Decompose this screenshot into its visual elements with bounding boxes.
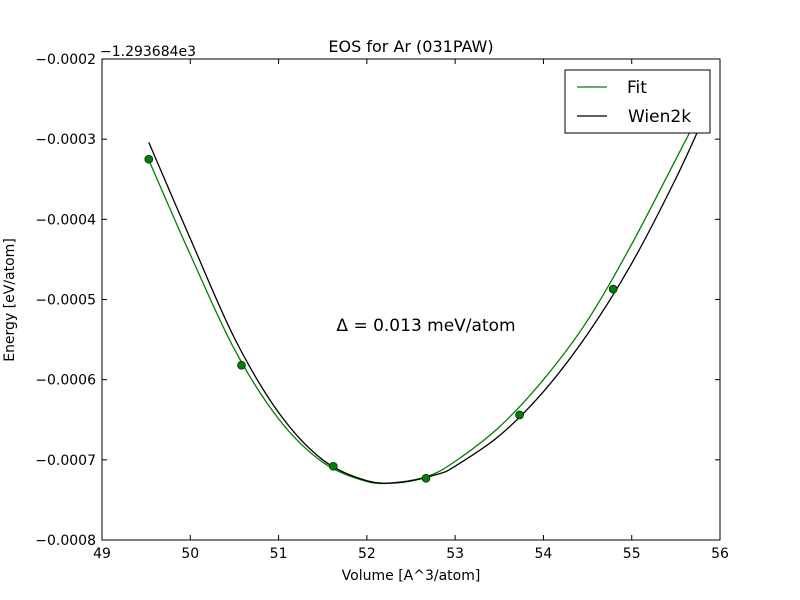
legend-label-fit: Fit: [627, 78, 647, 98]
y-axis-label: Energy [eV/atom]: [2, 238, 18, 362]
y-tick-label: −0.0003: [35, 132, 96, 148]
data-point: [144, 154, 154, 164]
data-point: [329, 461, 338, 471]
y-tick-label: −0.0004: [35, 212, 96, 228]
legend: Fit Wien2k: [564, 69, 711, 134]
chart-title: EOS for Ar (031PAW): [328, 37, 493, 56]
series-layer: [144, 110, 708, 485]
x-tick-label: 50: [181, 546, 199, 562]
x-tick-label: 49: [93, 546, 111, 562]
legend-box: [564, 69, 711, 134]
legend-label-wien2k: Wien2k: [628, 107, 691, 127]
data-point: [237, 360, 246, 370]
y-offset-label: −1.293684e3: [100, 44, 196, 60]
chart-annotation: Δ = 0.013 meV/atom: [336, 316, 515, 336]
y-tick-label: −0.0007: [35, 453, 96, 469]
x-tick-label: 54: [535, 546, 553, 562]
series-line-wien2k: [148, 110, 708, 484]
plot-area-frame: [101, 58, 721, 541]
x-tick-label: 53: [446, 546, 464, 562]
data-point: [421, 473, 431, 483]
y-tick-label: −0.0002: [35, 52, 96, 68]
data-point: [608, 284, 618, 294]
x-tick-label: 51: [270, 546, 288, 562]
y-tick-label: −0.0006: [35, 373, 96, 389]
x-tick-label: 56: [711, 546, 729, 562]
x-tick-label: 55: [623, 546, 641, 562]
x-axis-label: Volume [A^3/atom]: [342, 568, 481, 584]
x-tick-label: 52: [358, 546, 376, 562]
y-tick-label: −0.0008: [35, 533, 96, 549]
ticks-layer: 49 50 51 52 53 54 55 56 −0.0002 −0.0003 −0.0004 −0.…: [35, 52, 729, 562]
data-point: [515, 410, 524, 420]
y-tick-label: −0.0005: [35, 293, 96, 309]
